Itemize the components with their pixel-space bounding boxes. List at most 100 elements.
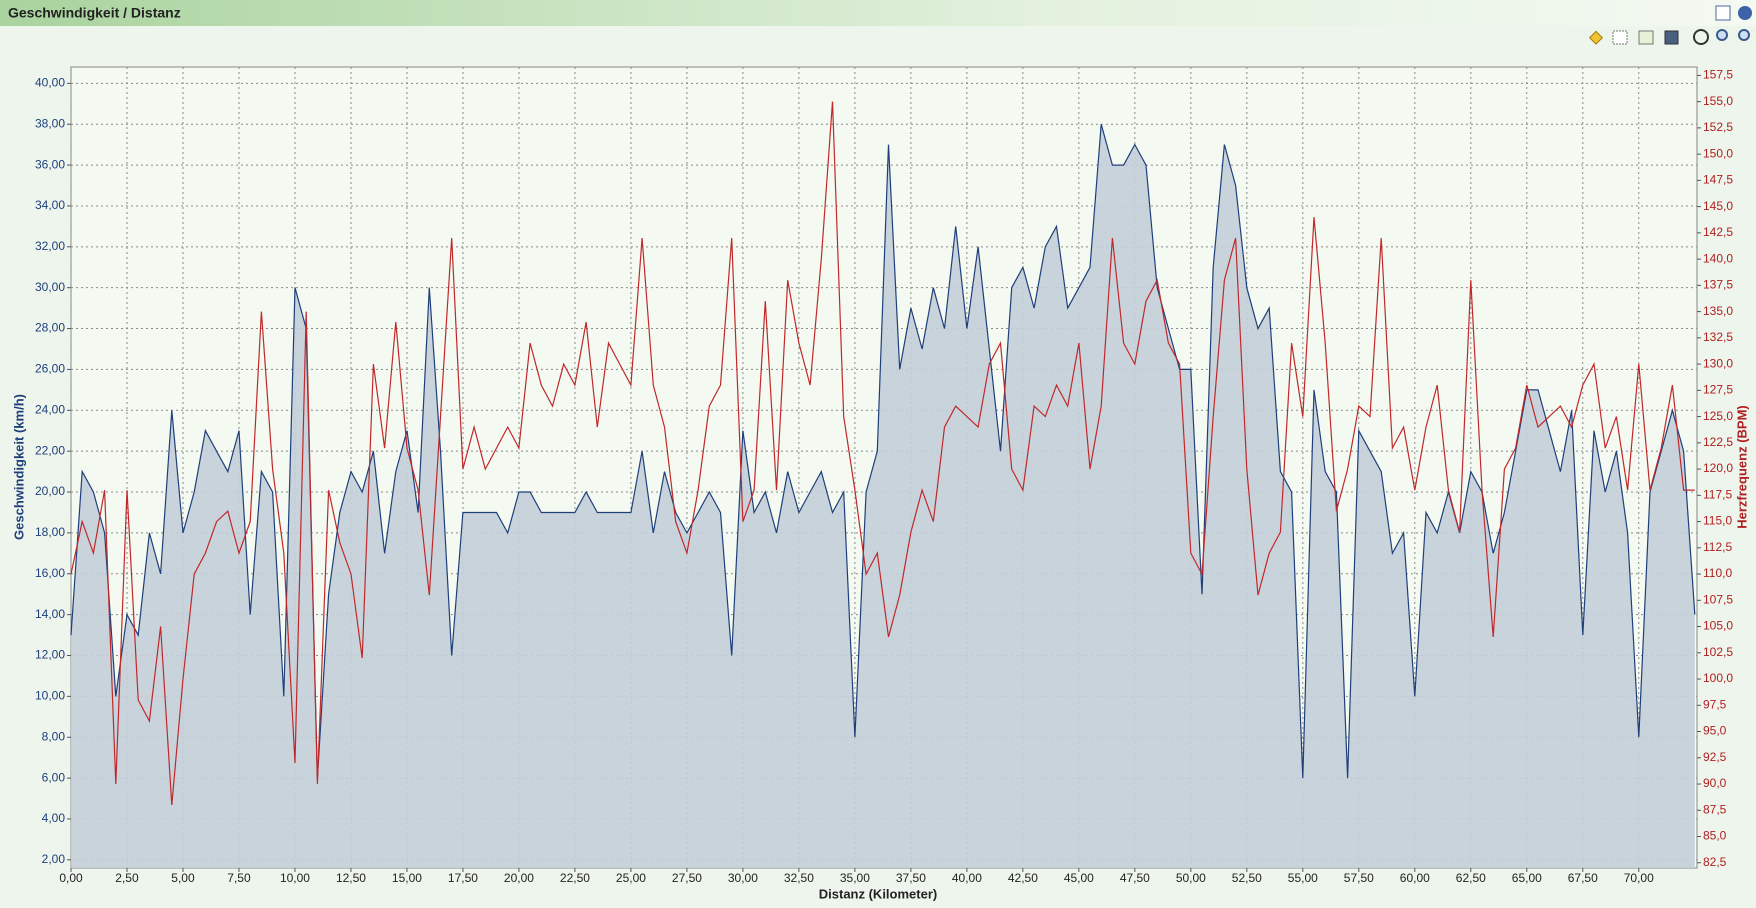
y-tick-label: 8,00: [42, 729, 66, 743]
x-tick-label: 17,50: [448, 871, 478, 885]
x-tick-label: 27,50: [672, 871, 702, 885]
x-tick-label: 35,00: [840, 871, 870, 885]
x-tick-label: 20,00: [504, 871, 534, 885]
y2-tick-label: 87,5: [1703, 802, 1727, 816]
speed-line: [70, 124, 1696, 779]
y2-tick-label: 120,0: [1703, 461, 1733, 475]
x-tick-label: 5,00: [171, 871, 195, 885]
y2-tick-label: 157,5: [1703, 68, 1733, 82]
header-title: Geschwindigkeit / Distanz: [8, 5, 181, 21]
y-tick-label: 22,00: [35, 443, 65, 457]
y2-tick-label: 150,0: [1703, 146, 1733, 160]
tool-zoom-in[interactable]: [1738, 29, 1750, 41]
y-tick-label: 28,00: [35, 321, 65, 335]
tool-chart[interactable]: [1638, 30, 1654, 45]
y-tick-label: 20,00: [35, 484, 65, 498]
tool-zoom-out[interactable]: [1716, 29, 1728, 41]
tool-pan[interactable]: [1693, 29, 1709, 45]
header-bar: [0, 0, 1756, 26]
x-tick-label: 62,50: [1456, 871, 1486, 885]
y2-tick-label: 115,0: [1703, 514, 1732, 528]
y-tick-label: 26,00: [35, 362, 65, 376]
y2-tick-label: 107,5: [1703, 592, 1733, 606]
y2-tick-label: 90,0: [1703, 776, 1727, 790]
y2-tick-label: 97,5: [1703, 697, 1727, 711]
x-tick-label: 60,00: [1400, 871, 1430, 885]
y-axis-title: Geschwindigkeit (km/h): [11, 394, 26, 540]
x-tick-label: 10,00: [280, 871, 310, 885]
x-tick-label: 12,50: [336, 871, 366, 885]
y2-tick-label: 122,5: [1703, 435, 1733, 449]
tool-save[interactable]: [1664, 30, 1679, 45]
x-tick-label: 30,00: [728, 871, 758, 885]
y2-tick-label: 130,0: [1703, 356, 1733, 370]
x-tick-label: 40,00: [952, 871, 982, 885]
x-tick-label: 22,50: [560, 871, 590, 885]
x-tick-label: 57,50: [1344, 871, 1374, 885]
speed-area: [71, 124, 1695, 868]
x-tick-label: 50,00: [1176, 871, 1206, 885]
y2-tick-label: 100,0: [1703, 671, 1733, 685]
layout-button[interactable]: [1715, 5, 1731, 21]
y-tick-label: 38,00: [35, 116, 65, 130]
y-tick-label: 6,00: [42, 770, 66, 784]
x-tick-label: 52,50: [1232, 871, 1262, 885]
y-tick-label: 4,00: [42, 811, 66, 825]
y-tick-label: 2,00: [42, 852, 66, 866]
tool-grid[interactable]: [1612, 30, 1628, 45]
y2-tick-label: 95,0: [1703, 724, 1727, 738]
x-tick-label: 2,50: [115, 871, 139, 885]
y-tick-label: 12,00: [35, 648, 65, 662]
y2-axis-title: Herzfrequenz (BPM): [1734, 405, 1749, 529]
y-tick-label: 34,00: [35, 198, 65, 212]
x-tick-label: 7,50: [227, 871, 251, 885]
y2-tick-label: 85,0: [1703, 829, 1727, 843]
y2-tick-label: 125,0: [1703, 409, 1733, 423]
plot: 0,00 2,50 5,00 7,50 10,00 12,50 15,00 17,50 20,0…: [35, 67, 1733, 885]
y2-tick-label: 152,5: [1703, 120, 1733, 134]
x-tick-label: 0,00: [59, 871, 83, 885]
x-tick-label: 15,00: [392, 871, 422, 885]
x-tick-label: 65,00: [1512, 871, 1542, 885]
y2-tick-label: 92,5: [1703, 750, 1727, 764]
menu-button[interactable]: [1738, 6, 1752, 20]
y-tick-label: 40,00: [35, 76, 65, 90]
y2-tick-label: 132,5: [1703, 330, 1733, 344]
y2-tick-label: 82,5: [1703, 855, 1727, 869]
x-tick-label: 25,00: [616, 871, 646, 885]
toolbar: [1588, 29, 1750, 45]
x-axis-title: Distanz (Kilometer): [819, 886, 937, 901]
y2-tick-label: 147,5: [1703, 173, 1733, 187]
y2-tick-label: 145,0: [1703, 199, 1733, 213]
x-tick-label: 37,50: [896, 871, 926, 885]
y-tick-label: 24,00: [35, 402, 65, 416]
y2-tick-label: 102,5: [1703, 645, 1733, 659]
x-tick-label: 42,50: [1008, 871, 1038, 885]
y-tick-label: 36,00: [35, 157, 65, 171]
x-tick-label: 55,00: [1288, 871, 1318, 885]
heart-rate-line: [70, 101, 1695, 806]
tool-marker[interactable]: [1588, 30, 1604, 45]
x-tick-label: 45,00: [1064, 871, 1094, 885]
y2-tick-label: 117,5: [1703, 487, 1732, 501]
y-tick-label: 32,00: [35, 239, 65, 253]
x-tick-label: 67,50: [1568, 871, 1598, 885]
y2-tick-label: 135,0: [1703, 304, 1733, 318]
x-tick-label: 47,50: [1120, 871, 1150, 885]
y2-tick-label: 137,5: [1703, 278, 1733, 292]
y-tick-label: 14,00: [35, 607, 65, 621]
y-tick-label: 10,00: [35, 689, 65, 703]
y-tick-label: 16,00: [35, 566, 65, 580]
y2-tick-label: 142,5: [1703, 225, 1733, 239]
y2-tick-label: 155,0: [1703, 94, 1733, 108]
y2-tick-label: 112,5: [1703, 540, 1732, 554]
y2-tick-label: 140,0: [1703, 251, 1733, 265]
x-tick-label: 32,50: [784, 871, 814, 885]
y2-tick-label: 105,0: [1703, 619, 1733, 633]
y-tick-label: 30,00: [35, 280, 65, 294]
y2-tick-label: 110,0: [1703, 566, 1732, 580]
x-tick-label: 70,00: [1624, 871, 1654, 885]
y-tick-label: 18,00: [35, 525, 65, 539]
y2-tick-label: 127,5: [1703, 383, 1733, 397]
